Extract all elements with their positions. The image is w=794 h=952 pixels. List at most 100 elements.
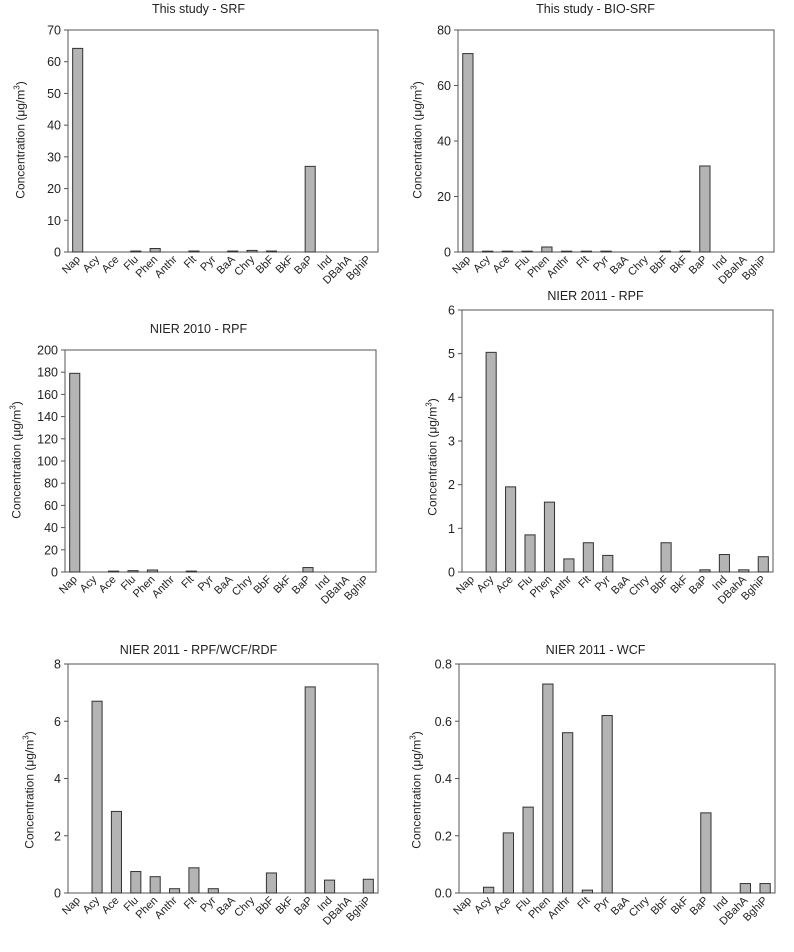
y-tick-label: 0	[444, 246, 451, 260]
bar-flu	[524, 534, 536, 573]
bar-acy	[485, 351, 497, 573]
x-tick-label: Anthr	[545, 253, 572, 280]
y-tick-label: 40	[47, 119, 61, 133]
x-tick-label: BkF	[668, 573, 691, 596]
bar-baa	[227, 250, 239, 253]
bar-ace	[505, 486, 517, 573]
x-tick-label: Acy	[78, 573, 100, 595]
x-tick-label: BbF	[254, 894, 277, 917]
bar-ace	[502, 832, 515, 894]
x-tick-label: Anthr	[546, 894, 573, 921]
y-tick-label: 20	[44, 543, 58, 557]
bar-phen	[543, 501, 556, 573]
bar-pyr	[602, 554, 614, 573]
y-tick-label: 140	[37, 410, 58, 424]
x-tick-label: Pyr	[591, 253, 611, 273]
y-tick-label: 0	[51, 566, 58, 580]
y-tick-label: 60	[47, 55, 61, 69]
x-tick-label: BkF	[271, 573, 294, 596]
x-tick-label: Chry	[232, 253, 257, 278]
chart-title: This study - SRF	[151, 2, 246, 16]
bar-phen	[149, 876, 161, 894]
y-tick-label: 30	[47, 150, 61, 164]
x-tick-label: Flt	[179, 574, 196, 591]
bar-anthr	[169, 888, 181, 894]
bar-bbf	[265, 872, 277, 894]
bar-bbf	[265, 250, 277, 253]
bar-anthr	[563, 558, 575, 573]
y-tick-label: 50	[47, 87, 61, 101]
x-tick-label: Anthr	[153, 894, 180, 921]
x-tick-label: Nap	[60, 254, 83, 277]
y-tick-label: 40	[437, 135, 451, 149]
x-tick-label: Pyr	[592, 894, 612, 914]
x-tick-label: Flt	[575, 895, 592, 912]
bar-bap	[699, 165, 711, 253]
x-tick-label: Nap	[454, 574, 477, 597]
y-tick-label: 80	[437, 24, 451, 38]
bar-bghip	[757, 556, 769, 573]
bar-acy	[91, 700, 103, 894]
x-tick-label: Acy	[81, 253, 103, 275]
bar-flt	[188, 867, 200, 894]
bar-bghip	[362, 878, 374, 894]
bar-acy	[481, 250, 494, 253]
chart-title: NIER 2011 - WCF	[545, 643, 646, 657]
y-tick-label: 0.2	[435, 829, 452, 843]
bar-bghip	[759, 883, 771, 894]
x-tick-label: BaP	[687, 254, 710, 277]
y-tick-label: 160	[37, 388, 58, 402]
x-tick-label: Chry	[627, 894, 652, 919]
bar-flu	[522, 806, 534, 894]
bar-ace	[110, 810, 122, 894]
x-tick-label: BaP	[292, 254, 315, 277]
x-tick-label: BkF	[668, 253, 691, 276]
y-tick-label: 40	[44, 521, 58, 535]
y-tick-label: 200	[37, 344, 58, 358]
x-tick-label: Ace	[494, 574, 516, 596]
bar-phen	[542, 683, 554, 894]
bar-flt	[582, 542, 594, 573]
y-tick-label: 80	[44, 477, 58, 491]
bar-pyr	[601, 715, 613, 894]
x-tick-label: BbF	[648, 253, 671, 276]
bar-ind	[718, 554, 730, 573]
x-tick-label: BaP	[292, 895, 315, 918]
y-tick-label: 0	[54, 887, 61, 901]
x-tick-label: BaP	[290, 574, 313, 597]
x-tick-label: Chry	[232, 894, 257, 919]
x-tick-label: BbF	[649, 894, 672, 917]
chart-title: NIER 2011 - RPF/WCF/RDF	[119, 643, 278, 657]
x-tick-label: Nap	[450, 254, 473, 277]
y-tick-label: 6	[448, 304, 455, 318]
y-tick-label: 60	[44, 499, 58, 513]
x-tick-label: Ace	[97, 574, 119, 596]
y-tick-label: 4	[54, 772, 61, 786]
bar-bbf	[659, 250, 672, 253]
y-tick-label: 5	[448, 347, 455, 361]
x-tick-label: Anthr	[150, 573, 177, 600]
bar-ind	[324, 879, 336, 894]
bar-phen	[146, 569, 159, 573]
y-tick-label: 0	[54, 246, 61, 260]
chart-panel-nier-2011-wcf: NIER 2011 - WCF Concentration (μg/m3) 0.…	[397, 640, 794, 952]
bar-flt	[581, 889, 594, 894]
x-tick-label: BkF	[669, 894, 692, 917]
x-tick-label: BbF	[648, 573, 671, 596]
x-tick-label: Ace	[100, 895, 122, 917]
bar-nap	[72, 47, 84, 253]
y-tick-label: 100	[37, 455, 58, 469]
x-tick-label: Pyr	[196, 573, 216, 593]
y-tick-label: 0.8	[435, 658, 452, 672]
y-tick-label: 60	[437, 79, 451, 93]
chart-title: This study - BIO-SRF	[536, 2, 655, 16]
chart-panel-nier-2011-rpf-wcf-rdf: NIER 2011 - RPF/WCF/RDF Concentration (μ…	[0, 640, 397, 952]
x-tick-label: Flt	[574, 254, 591, 271]
y-tick-label: 20	[437, 190, 451, 204]
x-tick-label: BbF	[251, 573, 274, 596]
